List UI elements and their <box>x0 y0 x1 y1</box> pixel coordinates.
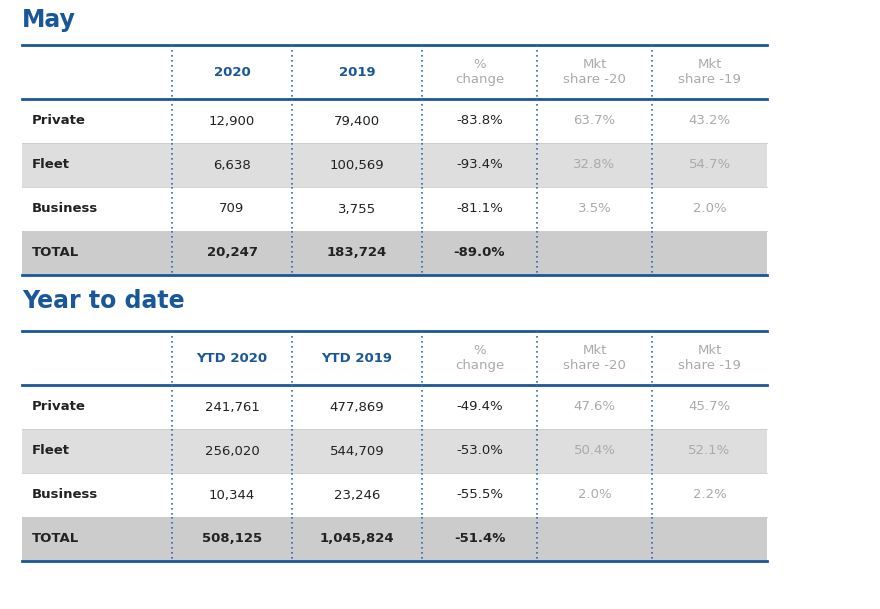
Text: 6,638: 6,638 <box>213 158 251 172</box>
Text: Mkt
share -20: Mkt share -20 <box>563 58 626 86</box>
Text: 2.0%: 2.0% <box>577 488 612 501</box>
Text: Private: Private <box>32 401 86 414</box>
Text: Fleet: Fleet <box>32 445 70 457</box>
Text: Year to date: Year to date <box>22 289 185 313</box>
Text: 52.1%: 52.1% <box>688 445 730 457</box>
Text: YTD 2020: YTD 2020 <box>196 351 268 365</box>
Bar <box>22 385 767 429</box>
Text: -83.8%: -83.8% <box>456 114 502 127</box>
Text: 43.2%: 43.2% <box>688 114 730 127</box>
Bar <box>22 143 767 187</box>
Bar <box>22 473 767 517</box>
Text: 241,761: 241,761 <box>204 401 260 414</box>
Text: -93.4%: -93.4% <box>456 158 502 172</box>
Text: 544,709: 544,709 <box>330 445 385 457</box>
Text: 45.7%: 45.7% <box>688 401 730 414</box>
Text: 2.0%: 2.0% <box>693 203 726 216</box>
Text: Business: Business <box>32 203 99 216</box>
Text: YTD 2019: YTD 2019 <box>321 351 392 365</box>
Text: 508,125: 508,125 <box>202 532 262 546</box>
Text: Private: Private <box>32 114 86 127</box>
Text: 1,045,824: 1,045,824 <box>319 532 394 546</box>
Text: 20,247: 20,247 <box>207 247 258 259</box>
Bar <box>22 429 767 473</box>
Text: TOTAL: TOTAL <box>32 247 79 259</box>
Text: 32.8%: 32.8% <box>574 158 616 172</box>
Bar <box>22 99 767 143</box>
Bar <box>22 187 767 231</box>
Text: Fleet: Fleet <box>32 158 70 172</box>
Text: 2020: 2020 <box>214 66 251 79</box>
Text: 183,724: 183,724 <box>326 247 387 259</box>
Text: 3,755: 3,755 <box>338 203 376 216</box>
Text: -89.0%: -89.0% <box>454 247 505 259</box>
Text: 100,569: 100,569 <box>330 158 385 172</box>
Text: %
change: % change <box>455 344 504 372</box>
Text: -49.4%: -49.4% <box>456 401 502 414</box>
Text: 10,344: 10,344 <box>209 488 255 501</box>
Text: 23,246: 23,246 <box>334 488 380 501</box>
Text: May: May <box>22 8 76 32</box>
Text: %
change: % change <box>455 58 504 86</box>
Text: -81.1%: -81.1% <box>456 203 503 216</box>
Text: 54.7%: 54.7% <box>688 158 730 172</box>
Text: 3.5%: 3.5% <box>577 203 612 216</box>
Text: 63.7%: 63.7% <box>574 114 616 127</box>
Bar <box>22 517 767 561</box>
Text: 477,869: 477,869 <box>330 401 385 414</box>
Bar <box>22 231 767 275</box>
Text: 256,020: 256,020 <box>205 445 260 457</box>
Text: Mkt
share -20: Mkt share -20 <box>563 344 626 372</box>
Text: -51.4%: -51.4% <box>454 532 505 546</box>
Text: -53.0%: -53.0% <box>456 445 503 457</box>
Text: Business: Business <box>32 488 99 501</box>
Text: 2.2%: 2.2% <box>693 488 726 501</box>
Text: 50.4%: 50.4% <box>574 445 615 457</box>
Text: 12,900: 12,900 <box>209 114 255 127</box>
Text: 709: 709 <box>219 203 245 216</box>
Text: Mkt
share -19: Mkt share -19 <box>678 344 741 372</box>
Text: 47.6%: 47.6% <box>574 401 615 414</box>
Text: 2019: 2019 <box>339 66 375 79</box>
Text: TOTAL: TOTAL <box>32 532 79 546</box>
Text: -55.5%: -55.5% <box>456 488 503 501</box>
Text: Mkt
share -19: Mkt share -19 <box>678 58 741 86</box>
Text: 79,400: 79,400 <box>334 114 380 127</box>
